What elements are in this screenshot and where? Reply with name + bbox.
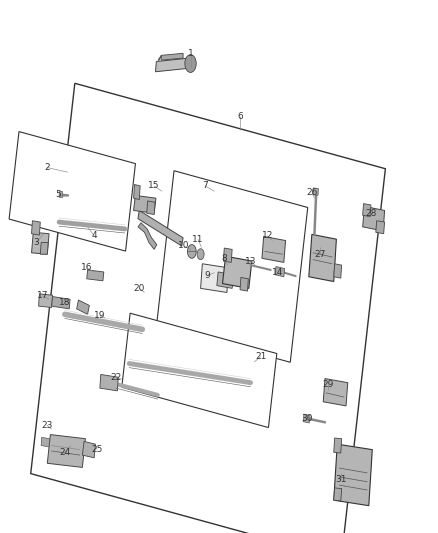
Text: 30: 30 <box>302 414 313 423</box>
Text: 8: 8 <box>222 254 228 263</box>
Polygon shape <box>47 434 85 467</box>
Polygon shape <box>240 278 248 291</box>
Polygon shape <box>275 266 285 277</box>
Text: 14: 14 <box>272 268 284 277</box>
Text: 3: 3 <box>33 238 39 247</box>
Text: 12: 12 <box>261 231 273 240</box>
Polygon shape <box>82 441 95 458</box>
Text: 17: 17 <box>37 292 48 301</box>
Text: 1: 1 <box>187 49 194 58</box>
Text: 4: 4 <box>92 231 97 240</box>
Text: 16: 16 <box>81 263 92 272</box>
Polygon shape <box>122 313 277 427</box>
Polygon shape <box>217 272 234 288</box>
Polygon shape <box>138 223 157 249</box>
Polygon shape <box>334 264 342 278</box>
Circle shape <box>187 245 196 259</box>
Polygon shape <box>77 300 89 314</box>
Text: 13: 13 <box>245 256 256 265</box>
Polygon shape <box>161 53 183 60</box>
Text: 23: 23 <box>41 421 53 430</box>
Text: 24: 24 <box>59 448 71 457</box>
Polygon shape <box>59 191 62 197</box>
Text: 5: 5 <box>55 190 61 199</box>
Polygon shape <box>100 375 118 391</box>
Polygon shape <box>313 188 318 196</box>
Polygon shape <box>138 211 183 246</box>
Text: 22: 22 <box>110 373 122 382</box>
Polygon shape <box>52 296 70 309</box>
Polygon shape <box>363 206 385 231</box>
Text: 6: 6 <box>237 112 243 120</box>
Polygon shape <box>334 438 342 453</box>
Polygon shape <box>323 378 348 406</box>
Text: 20: 20 <box>134 284 145 293</box>
Polygon shape <box>147 201 155 215</box>
Polygon shape <box>41 438 49 447</box>
Polygon shape <box>223 256 252 288</box>
Polygon shape <box>376 221 385 233</box>
Text: 25: 25 <box>92 445 103 454</box>
Text: 19: 19 <box>94 311 106 320</box>
Polygon shape <box>334 444 372 506</box>
Circle shape <box>197 249 204 260</box>
Polygon shape <box>40 243 48 254</box>
Text: 9: 9 <box>204 271 210 280</box>
Text: 7: 7 <box>202 181 208 190</box>
Polygon shape <box>32 232 49 254</box>
Text: 2: 2 <box>44 163 49 172</box>
Polygon shape <box>134 184 140 199</box>
Circle shape <box>185 55 196 72</box>
Text: 21: 21 <box>255 352 266 361</box>
Text: 26: 26 <box>306 188 318 197</box>
Text: 11: 11 <box>192 235 204 244</box>
Polygon shape <box>134 196 156 213</box>
Polygon shape <box>9 132 135 251</box>
Polygon shape <box>334 488 342 501</box>
Polygon shape <box>39 294 53 308</box>
Text: 15: 15 <box>148 181 160 190</box>
Polygon shape <box>156 171 308 362</box>
Polygon shape <box>223 248 232 262</box>
Polygon shape <box>155 58 189 72</box>
Text: 10: 10 <box>178 241 190 251</box>
Polygon shape <box>201 264 229 293</box>
Polygon shape <box>32 221 40 235</box>
Polygon shape <box>303 414 310 423</box>
Text: 29: 29 <box>322 379 333 389</box>
Polygon shape <box>363 204 371 216</box>
Text: 18: 18 <box>59 297 71 306</box>
Polygon shape <box>309 235 336 281</box>
Text: 28: 28 <box>366 209 377 217</box>
Polygon shape <box>262 237 286 262</box>
Text: 27: 27 <box>314 249 325 259</box>
Polygon shape <box>87 270 104 281</box>
Polygon shape <box>31 83 385 533</box>
Text: 31: 31 <box>335 475 346 484</box>
